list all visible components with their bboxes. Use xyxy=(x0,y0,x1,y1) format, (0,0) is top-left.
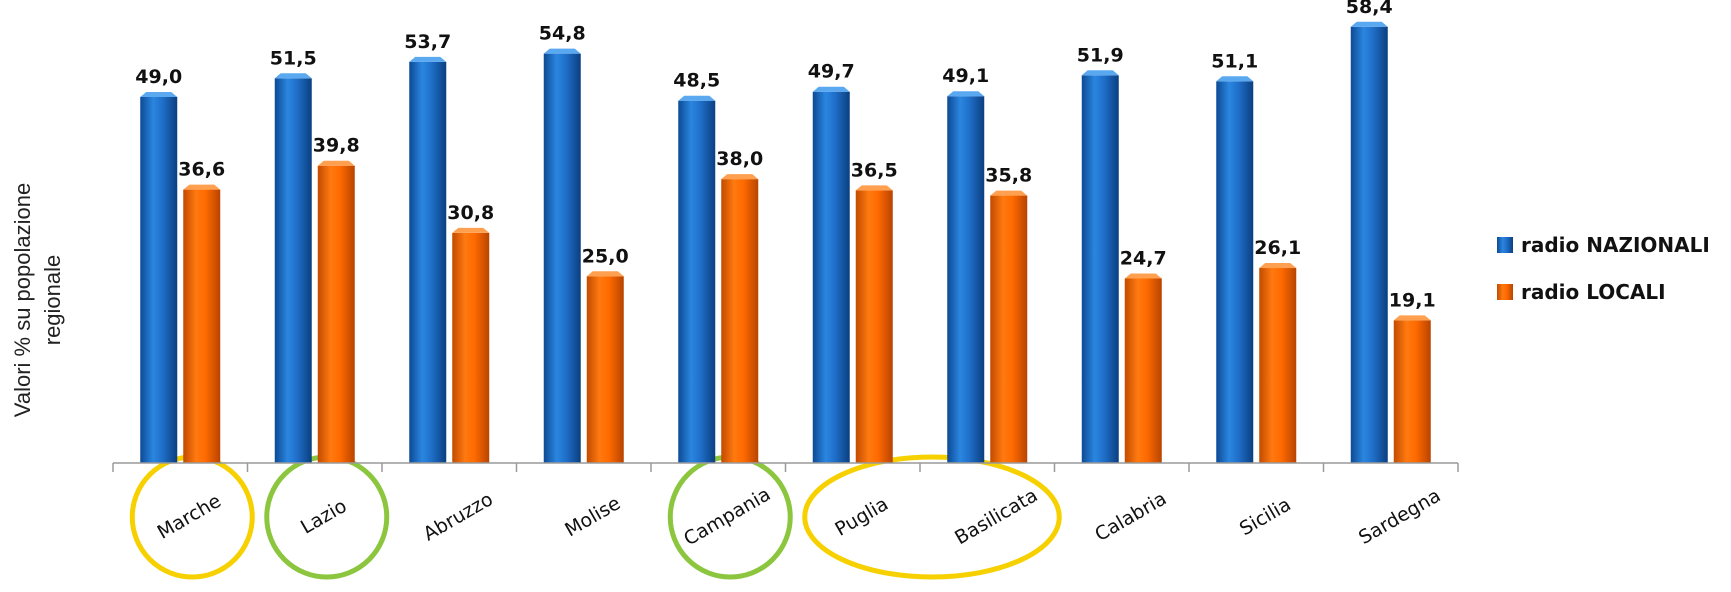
data-label: 51,9 xyxy=(1077,44,1124,66)
data-label: 53,7 xyxy=(404,31,451,53)
category-label: Lazio xyxy=(297,495,351,539)
legend-swatch xyxy=(1497,237,1513,253)
bar-top xyxy=(678,95,716,101)
data-label: 51,1 xyxy=(1211,50,1258,72)
x-axis xyxy=(112,462,1459,472)
category-label: Sardegna xyxy=(1355,485,1445,549)
category-label: Marche xyxy=(154,490,225,544)
data-label: 49,0 xyxy=(135,66,182,88)
data-label: 38,0 xyxy=(716,148,763,170)
bar-top xyxy=(452,227,490,233)
data-label: 54,8 xyxy=(539,23,586,45)
legend-swatch xyxy=(1497,284,1513,300)
data-label: 36,5 xyxy=(851,159,898,181)
bar-top xyxy=(1124,273,1162,279)
data-label: 30,8 xyxy=(447,202,494,224)
category-label: Abruzzo xyxy=(420,488,497,545)
bar-locali xyxy=(183,189,221,463)
legend-label: radio NAZIONALI xyxy=(1521,233,1710,257)
data-label: 49,1 xyxy=(942,65,989,87)
category-label: Campania xyxy=(680,483,774,550)
category-label: Calabria xyxy=(1091,488,1170,546)
data-label: 19,1 xyxy=(1389,289,1436,311)
data-label: 26,1 xyxy=(1254,237,1301,259)
bar-nazionali xyxy=(543,53,581,463)
bar-locali xyxy=(990,195,1028,463)
y-axis-label-line: Valori % su popolazione xyxy=(10,183,35,417)
data-label: 36,6 xyxy=(178,159,225,181)
bar-top xyxy=(1350,21,1388,27)
bar-locali xyxy=(1259,268,1297,463)
y-axis-label-line: regionale xyxy=(40,255,65,346)
bar-top xyxy=(543,48,581,54)
bar-locali xyxy=(452,232,490,463)
bar-top xyxy=(1259,263,1297,269)
bar-top xyxy=(1216,76,1254,82)
data-label: 25,0 xyxy=(582,245,629,267)
bar-top xyxy=(317,160,355,166)
data-label: 48,5 xyxy=(673,70,720,92)
bar-nazionali xyxy=(409,61,447,464)
bar-locali xyxy=(586,276,624,463)
bar-top xyxy=(1393,315,1431,321)
bar-top xyxy=(1081,70,1119,76)
bar-top xyxy=(812,86,850,92)
data-label: 35,8 xyxy=(985,165,1032,187)
bar-nazionali xyxy=(140,96,178,463)
bar-locali xyxy=(1393,320,1431,463)
category-label: Sicilia xyxy=(1236,493,1295,540)
highlight-ellipse xyxy=(802,454,1062,580)
data-label: 39,8 xyxy=(313,135,360,157)
bar-top xyxy=(586,271,624,277)
bar-locali xyxy=(855,190,893,463)
data-label: 24,7 xyxy=(1120,247,1167,269)
bar-top xyxy=(990,190,1028,196)
bar-nazionali xyxy=(947,96,985,464)
bar-top xyxy=(721,174,759,180)
data-label: 49,7 xyxy=(808,61,855,83)
category-labels: Marche Lazio Abruzzo Molise Campania Puglia Ba… xyxy=(154,483,1445,550)
bar-top xyxy=(855,185,893,191)
bar-nazionali xyxy=(274,78,312,464)
category-label: Puglia xyxy=(831,493,892,541)
bar-top xyxy=(140,91,178,97)
category-label: Basilicata xyxy=(951,484,1041,549)
data-label: 51,5 xyxy=(270,47,317,69)
bar-locali xyxy=(721,179,759,463)
bar-top xyxy=(947,91,985,97)
bar-top xyxy=(409,56,447,62)
data-label: 58,4 xyxy=(1346,0,1393,18)
category-label: Molise xyxy=(561,492,624,541)
bar-nazionali xyxy=(812,91,850,463)
bar-nazionali xyxy=(1081,75,1119,463)
bar-nazionali xyxy=(1216,81,1254,464)
y-axis-title: Valori % su popolazione regionale xyxy=(10,183,65,417)
legend-label: radio LOCALI xyxy=(1521,280,1666,304)
bar-nazionali xyxy=(1350,26,1388,463)
bar-locali xyxy=(1124,278,1162,463)
legend: radio NAZIONALI radio LOCALI xyxy=(1497,233,1710,304)
bar-top xyxy=(274,73,312,79)
bar-nazionali xyxy=(678,100,716,463)
bars: 49,0 51,5 53,7 54,8 48,5 49,7 49,1 51,9 51,1 58,4… xyxy=(135,0,1436,464)
bar-top xyxy=(183,184,221,190)
bar-locali xyxy=(317,165,355,463)
